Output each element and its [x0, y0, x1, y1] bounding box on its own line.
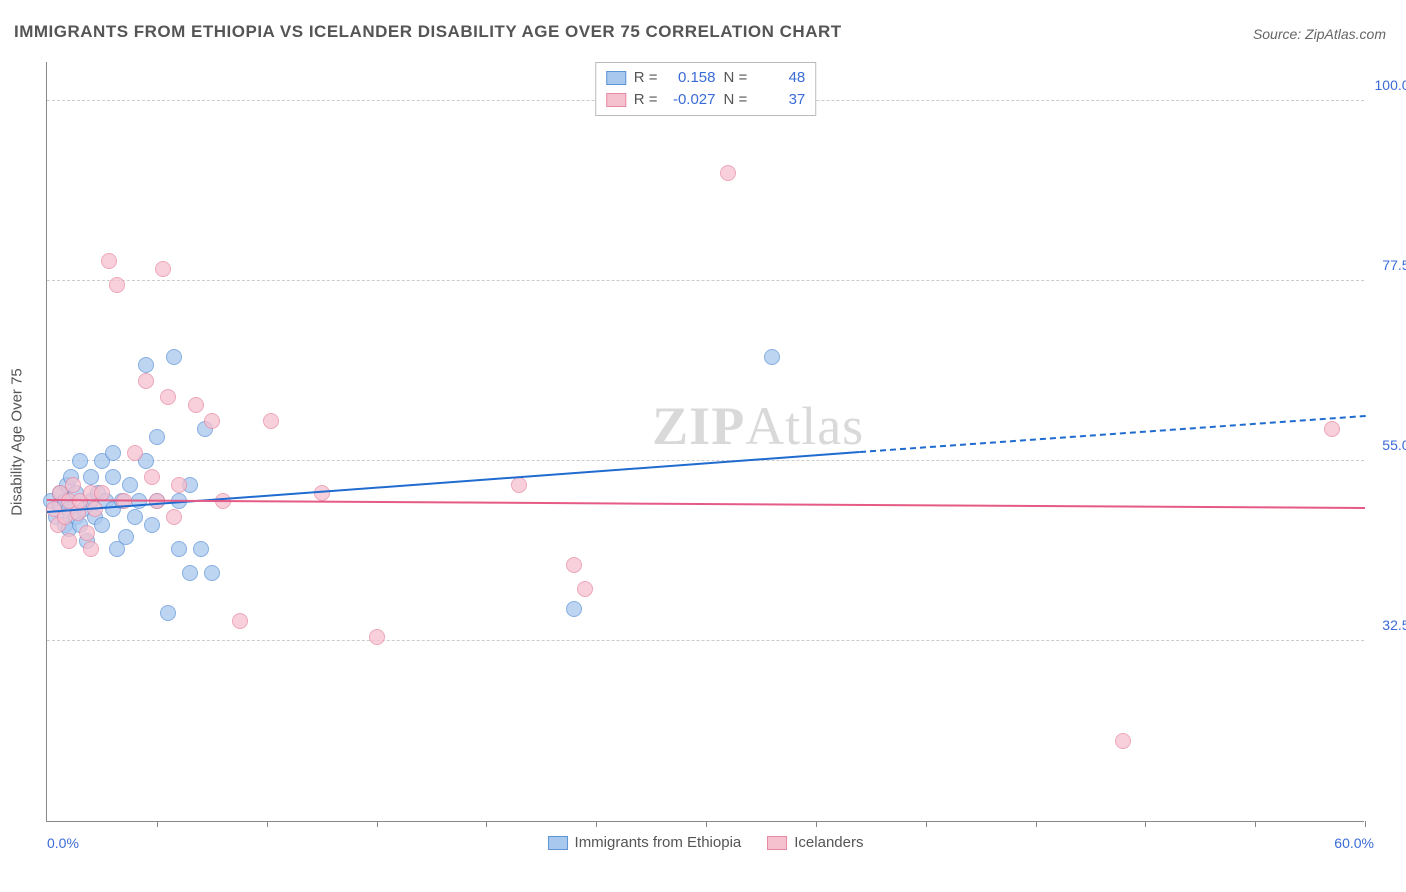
- data-point-icelanders: [720, 165, 736, 181]
- data-point-ethiopia: [94, 517, 110, 533]
- legend-R-label: R =: [634, 89, 658, 111]
- legend-swatch-ethiopia: [548, 836, 568, 850]
- gridline: [47, 280, 1364, 281]
- trend-line-dash: [860, 415, 1365, 453]
- data-point-icelanders: [166, 509, 182, 525]
- data-point-icelanders: [65, 477, 81, 493]
- x-max-label: 60.0%: [1334, 835, 1374, 851]
- legend-N-label: N =: [724, 89, 748, 111]
- data-point-ethiopia: [149, 429, 165, 445]
- data-point-icelanders: [101, 253, 117, 269]
- data-point-ethiopia: [166, 349, 182, 365]
- data-point-ethiopia: [566, 601, 582, 617]
- x-tick: [377, 821, 378, 827]
- x-tick: [486, 821, 487, 827]
- data-point-icelanders: [263, 413, 279, 429]
- legend-swatch-icelanders: [767, 836, 787, 850]
- legend-stats-row-0: R = 0.158 N = 48: [606, 67, 806, 89]
- gridline: [47, 460, 1364, 461]
- x-tick: [1365, 821, 1366, 827]
- data-point-icelanders: [160, 389, 176, 405]
- data-point-ethiopia: [764, 349, 780, 365]
- y-axis-title: Disability Age Over 75: [9, 368, 26, 516]
- legend-R-value-1: -0.027: [666, 89, 716, 111]
- x-tick: [1255, 821, 1256, 827]
- data-point-icelanders: [1115, 733, 1131, 749]
- data-point-ethiopia: [204, 565, 220, 581]
- data-point-icelanders: [109, 277, 125, 293]
- data-point-ethiopia: [83, 469, 99, 485]
- y-tick-label: 100.0%: [1368, 77, 1406, 93]
- legend-N-value-0: 48: [755, 67, 805, 89]
- legend-stats: R = 0.158 N = 48 R = -0.027 N = 37: [595, 62, 817, 116]
- data-point-icelanders: [188, 397, 204, 413]
- data-point-icelanders: [204, 413, 220, 429]
- chart-title: IMMIGRANTS FROM ETHIOPIA VS ICELANDER DI…: [14, 22, 842, 42]
- data-point-icelanders: [155, 261, 171, 277]
- legend-R-value-0: 0.158: [666, 67, 716, 89]
- data-point-icelanders: [144, 469, 160, 485]
- legend-stats-row-1: R = -0.027 N = 37: [606, 89, 806, 111]
- legend-R-label: R =: [634, 67, 658, 89]
- y-tick-label: 55.0%: [1368, 437, 1406, 453]
- data-point-ethiopia: [72, 453, 88, 469]
- legend-swatch-icelanders: [606, 93, 626, 107]
- data-point-icelanders: [232, 613, 248, 629]
- x-tick: [596, 821, 597, 827]
- legend-N-value-1: 37: [755, 89, 805, 111]
- data-point-icelanders: [171, 477, 187, 493]
- legend-label-ethiopia: Immigrants from Ethiopia: [575, 834, 742, 851]
- x-tick: [157, 821, 158, 827]
- legend-swatch-ethiopia: [606, 71, 626, 85]
- data-point-ethiopia: [144, 517, 160, 533]
- x-tick: [706, 821, 707, 827]
- x-tick: [816, 821, 817, 827]
- data-point-ethiopia: [118, 529, 134, 545]
- watermark-rest: Atlas: [745, 396, 864, 456]
- legend-item-icelanders: Icelanders: [767, 834, 863, 851]
- data-point-icelanders: [83, 541, 99, 557]
- trend-line: [47, 499, 1365, 509]
- data-point-icelanders: [369, 629, 385, 645]
- legend-item-ethiopia: Immigrants from Ethiopia: [548, 834, 742, 851]
- data-point-icelanders: [127, 445, 143, 461]
- plot-area: ZIPAtlas Disability Age Over 75 32.5%55.…: [46, 62, 1364, 822]
- gridline: [47, 640, 1364, 641]
- data-point-icelanders: [138, 373, 154, 389]
- data-point-icelanders: [1324, 421, 1340, 437]
- legend-N-label: N =: [724, 67, 748, 89]
- data-point-ethiopia: [105, 469, 121, 485]
- watermark-bold: ZIP: [652, 396, 745, 456]
- x-tick: [267, 821, 268, 827]
- legend-series: Immigrants from Ethiopia Icelanders: [548, 834, 864, 851]
- x-tick: [1036, 821, 1037, 827]
- data-point-ethiopia: [160, 605, 176, 621]
- x-tick: [1145, 821, 1146, 827]
- y-tick-label: 77.5%: [1368, 257, 1406, 273]
- data-point-icelanders: [79, 525, 95, 541]
- data-point-icelanders: [566, 557, 582, 573]
- legend-label-icelanders: Icelanders: [794, 834, 863, 851]
- data-point-ethiopia: [193, 541, 209, 557]
- source-label: Source: ZipAtlas.com: [1253, 26, 1386, 42]
- data-point-ethiopia: [138, 357, 154, 373]
- data-point-ethiopia: [122, 477, 138, 493]
- watermark: ZIPAtlas: [652, 395, 864, 457]
- data-point-ethiopia: [127, 509, 143, 525]
- data-point-icelanders: [61, 533, 77, 549]
- data-point-ethiopia: [105, 445, 121, 461]
- x-tick: [926, 821, 927, 827]
- data-point-icelanders: [577, 581, 593, 597]
- data-point-icelanders: [511, 477, 527, 493]
- data-point-ethiopia: [171, 541, 187, 557]
- data-point-ethiopia: [182, 565, 198, 581]
- y-tick-label: 32.5%: [1368, 617, 1406, 633]
- x-origin-label: 0.0%: [47, 835, 79, 851]
